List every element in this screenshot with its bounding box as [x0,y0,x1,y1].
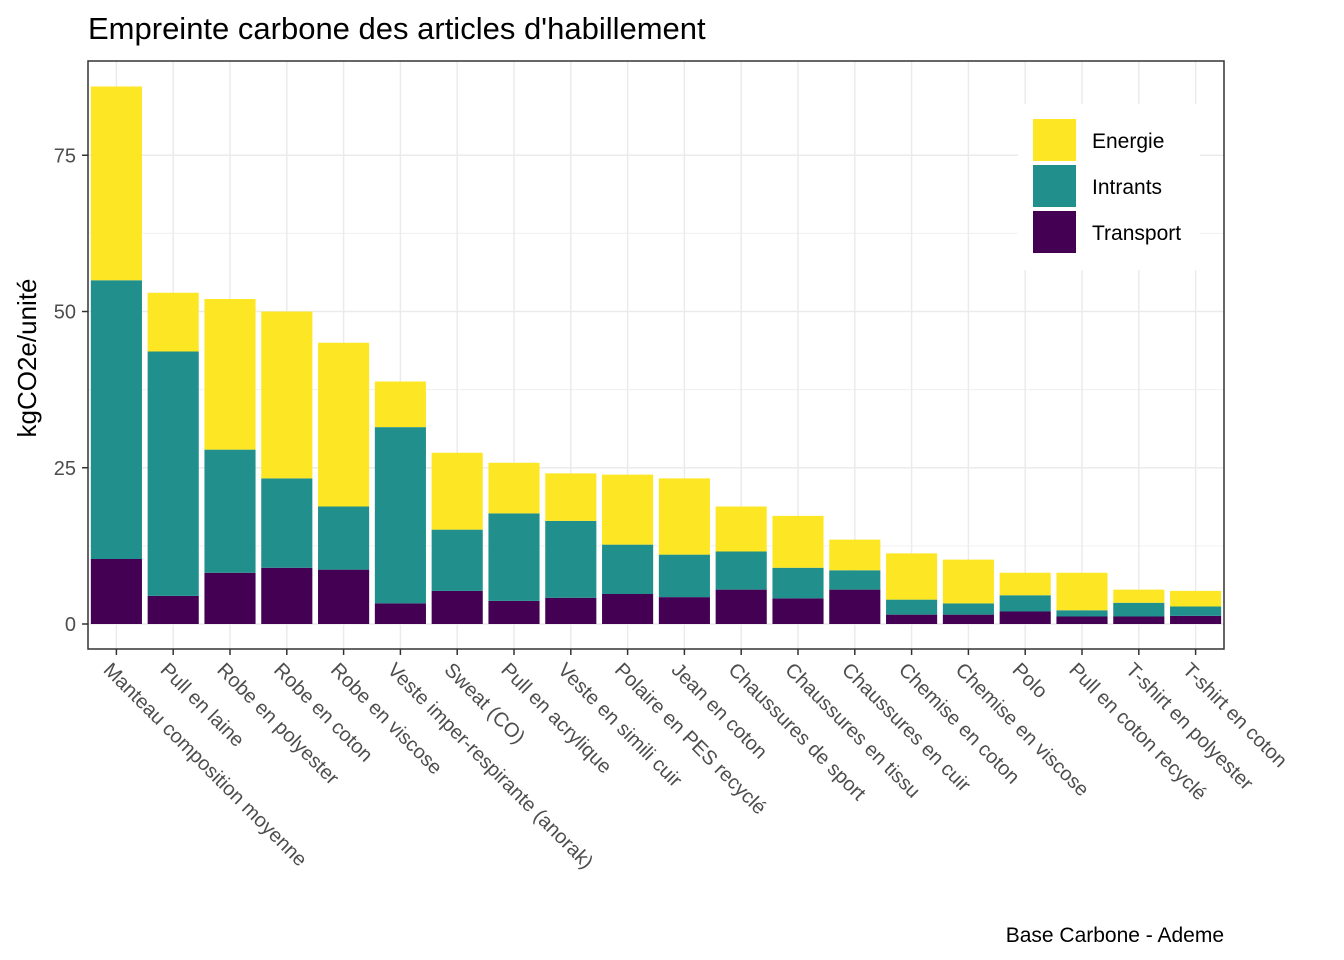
bar-segment-transport [261,567,313,624]
bar-segment-energie [488,462,540,514]
bar-segment-intrants [829,570,881,590]
legend: Energie Intrants Transport [1018,104,1200,270]
bar-segment-energie [374,381,426,428]
legend-key-energie [1033,119,1076,161]
legend-key-transport [1033,211,1076,253]
legend-label: Energie [1092,130,1164,153]
y-axis: 0 25 50 75 [54,145,88,636]
bar-segment-energie [1170,590,1222,607]
bar-segment-energie [431,452,483,530]
bar-segment-intrants [999,595,1051,612]
bar-segment-energie [204,299,256,450]
bar-segment-intrants [658,554,710,598]
bar-segment-transport [1113,616,1165,624]
bar-segment-intrants [772,567,824,599]
x-tick-label: Manteau composition moyenne [99,659,311,871]
bar-segment-energie [942,559,994,604]
bar-segment-intrants [147,351,199,596]
bar-segment-transport [545,597,597,624]
bar-segment-intrants [715,551,767,590]
bar-segment-transport [602,594,654,624]
bar-segment-transport [715,589,767,624]
bar-segment-energie [886,553,938,600]
x-tick-label: Robe en coton [269,659,377,767]
bar-segment-energie [1056,572,1108,611]
y-tick-label: 75 [54,145,76,167]
bar-segment-transport [374,603,426,624]
y-tick-label: 0 [65,614,76,636]
bar-segment-intrants [318,506,370,570]
bar-segment-energie [261,311,313,479]
bar-segment-energie [1113,589,1165,603]
legend-label: Intrants [1092,176,1162,199]
bar-segment-energie [602,474,654,545]
bar-segment-intrants [90,280,142,559]
chart-title: Empreinte carbone des articles d'habille… [88,11,706,46]
bar-segment-transport [204,572,256,624]
bar-segment-transport [942,614,994,624]
bar-segment-transport [1056,616,1108,624]
y-axis-label: kgCO2e/unité [12,279,42,438]
bar-segment-energie [318,342,370,507]
bar-segment-intrants [431,529,483,591]
bar-segment-energie [545,473,597,521]
bar-segment-energie [772,515,824,568]
bar-segment-intrants [488,513,540,601]
bar-segment-intrants [545,520,597,598]
y-tick-label: 50 [54,302,76,324]
bar-segment-intrants [1170,606,1222,616]
bar-segment-intrants [1113,602,1165,617]
bar-segment-energie [90,86,142,281]
bar-segment-energie [658,478,710,555]
legend-key-intrants [1033,165,1076,207]
bar-segment-energie [715,506,767,552]
bar-segment-transport [318,569,370,624]
bar-segment-transport [658,597,710,624]
panel-border [87,60,1225,650]
bar-segment-transport [1170,615,1222,624]
bar-segment-intrants [374,427,426,604]
bar-segment-transport [90,559,142,624]
legend-label: Transport [1092,222,1181,245]
bar-segment-energie [829,539,881,571]
bar-segment-transport [147,595,199,624]
bar-segment-intrants [886,599,938,615]
bar-segment-intrants [602,544,654,594]
bars [87,60,1225,650]
x-tick-label: Polo [1008,659,1052,703]
bar-segment-transport [431,590,483,624]
bar-segment-transport [829,589,881,624]
bar-segment-energie [999,572,1051,596]
x-tick-label: Veste imper-respirante (anorak) [383,659,597,873]
bar-segment-transport [886,614,938,624]
bar-segment-intrants [204,449,256,573]
bar-segment-intrants [261,478,313,568]
y-tick-label: 25 [54,458,76,480]
bar-segment-intrants [1056,610,1108,617]
bar-segment-energie [147,292,199,352]
bar-segment-intrants [942,603,994,615]
bar-segment-transport [772,598,824,624]
bar-segment-transport [999,611,1051,624]
x-tick-label: T-shirt en coton [1178,659,1291,772]
caption: Base Carbone - Ademe [1006,924,1224,947]
bar-segment-transport [488,600,540,624]
